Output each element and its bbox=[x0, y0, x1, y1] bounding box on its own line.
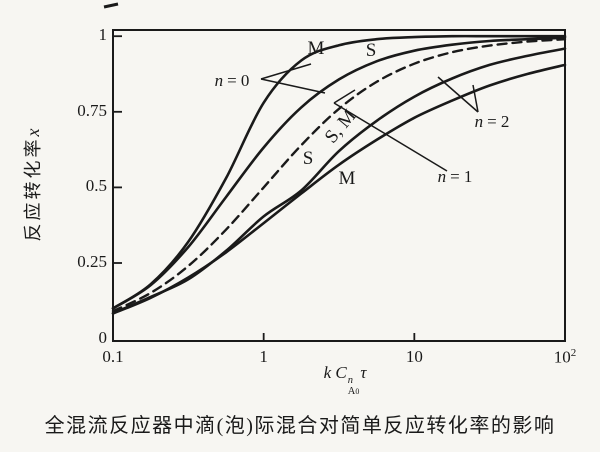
order-symbol: n bbox=[214, 71, 224, 90]
x-tick-label-0.1: 0.1 bbox=[102, 347, 124, 366]
x-title-sub-0: 0 bbox=[355, 386, 360, 396]
scan-artifact-mark bbox=[103, 2, 119, 9]
x-tick-label-102: 102 bbox=[553, 347, 577, 367]
leader-line-3 bbox=[333, 89, 356, 104]
y-axis-title-symbol: x bbox=[23, 128, 43, 137]
axis-ticks bbox=[114, 35, 416, 340]
figure-caption: 全混流反应器中滴(泡)际混合对简单反应转化率的影响 bbox=[44, 415, 556, 437]
x-title-sup-n: n bbox=[347, 375, 353, 386]
leader-line-1 bbox=[260, 78, 326, 94]
curve-label-M-0: M bbox=[307, 37, 325, 59]
y-tick-label-0.75: 0.75 bbox=[77, 100, 107, 120]
x-title-C: C bbox=[335, 363, 347, 382]
x-title-sub-A: A bbox=[347, 385, 356, 397]
order-value: = 0 bbox=[227, 71, 250, 90]
curve-n2-M bbox=[111, 63, 567, 315]
order-value: = 2 bbox=[487, 112, 510, 131]
x-tick-label-10: 10 bbox=[405, 347, 423, 366]
y-axis-title-text: 反应转化率 bbox=[23, 136, 43, 242]
x-title-supsub: n A0 bbox=[347, 375, 360, 398]
y-tick-label-0: 0 bbox=[98, 327, 108, 347]
curve-n0-M bbox=[111, 34, 567, 310]
x-tick-label-1: 1 bbox=[259, 347, 268, 366]
order-label-n2: n = 2 bbox=[475, 112, 510, 132]
curve-n2-S bbox=[111, 47, 567, 315]
order-symbol: n bbox=[437, 167, 447, 186]
leader-line-0 bbox=[260, 63, 312, 80]
curve-label-S-3: S bbox=[302, 147, 314, 169]
order-symbol: n bbox=[474, 112, 484, 131]
leader-line-5 bbox=[472, 84, 479, 113]
annotation-leader-lines bbox=[260, 63, 479, 172]
plot-border bbox=[112, 29, 566, 342]
x-tick-exponent: 2 bbox=[570, 347, 577, 359]
curve-label-S-1: S bbox=[365, 39, 377, 61]
order-label-n0: n = 0 bbox=[215, 71, 250, 91]
curve-label-M-4: M bbox=[338, 167, 356, 189]
order-label-n1: n = 1 bbox=[438, 167, 473, 187]
x-title-k: k bbox=[323, 363, 332, 382]
order-value: = 1 bbox=[450, 167, 473, 186]
curve-n0-S bbox=[111, 36, 567, 310]
x-title-tau: τ bbox=[360, 363, 367, 382]
y-axis-title: 反应转化率x bbox=[19, 113, 45, 257]
leader-line-2 bbox=[333, 102, 448, 172]
leader-line-4 bbox=[437, 76, 479, 113]
x-title-sub-A0: A0 bbox=[347, 385, 360, 398]
y-tick-label-0.25: 0.25 bbox=[77, 252, 107, 271]
curves bbox=[111, 34, 567, 315]
y-tick-label-0.5: 0.5 bbox=[85, 176, 107, 196]
y-tick-label-1: 1 bbox=[98, 25, 108, 45]
curve-n1-SM bbox=[111, 38, 567, 313]
